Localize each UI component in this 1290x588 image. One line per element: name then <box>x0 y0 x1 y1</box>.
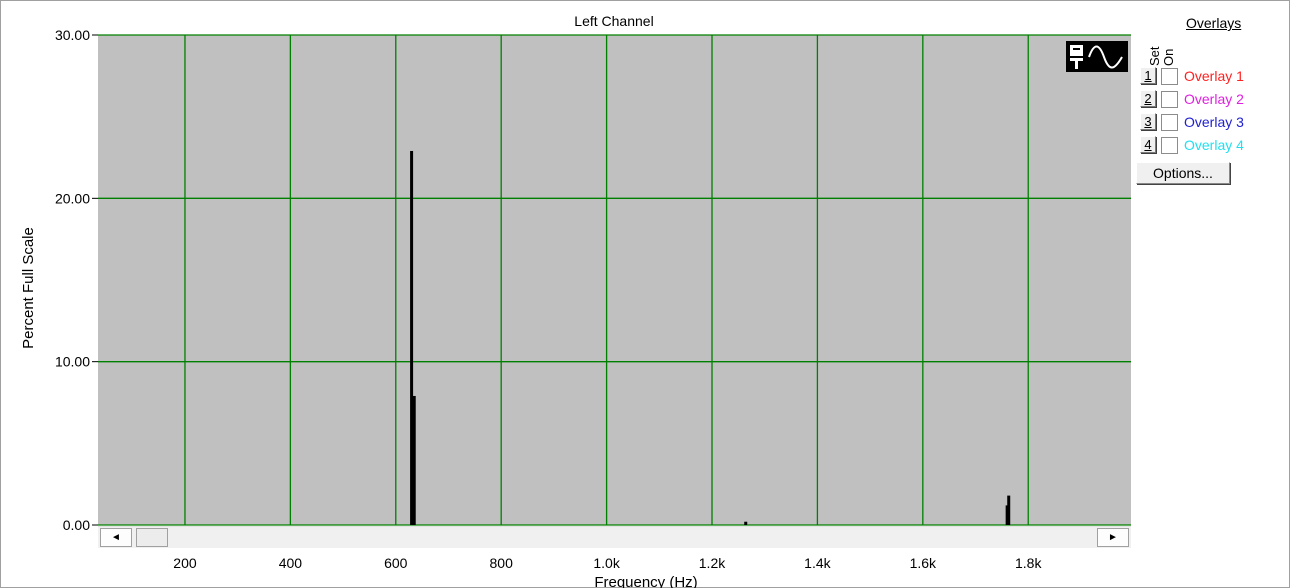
overlay-label-3: Overlay 3 <box>1184 114 1244 130</box>
overlay-checkbox-1[interactable] <box>1161 68 1178 85</box>
overlay-row-3: 3 Overlay 3 <box>1140 113 1280 133</box>
spectrum-time-icon[interactable] <box>1066 41 1128 72</box>
scroll-right-button[interactable]: ► <box>1097 528 1129 547</box>
overlays-columns: Set On <box>1147 24 1187 66</box>
x-tick-label: 1.2k <box>699 555 726 571</box>
overlay-set-button-3[interactable]: 3 <box>1140 113 1156 130</box>
overlay-row-2: 2 Overlay 2 <box>1140 90 1280 110</box>
arrow-left-icon: ◄ <box>111 532 121 543</box>
on-column-header: On <box>1161 49 1176 66</box>
overlay-label-1: Overlay 1 <box>1184 68 1244 84</box>
scroll-left-button[interactable]: ◄ <box>100 528 132 547</box>
overlay-label-2: Overlay 2 <box>1184 91 1244 107</box>
x-tick-label: 400 <box>279 555 303 571</box>
x-tick-label: 600 <box>384 555 408 571</box>
chart-title: Left Channel <box>574 13 653 29</box>
horizontal-scrollbar[interactable]: ◄ ► <box>98 526 1131 548</box>
overlay-set-button-1[interactable]: 1 <box>1140 67 1156 84</box>
overlay-checkbox-4[interactable] <box>1161 137 1178 154</box>
spectrum-bar <box>744 521 748 525</box>
y-tick-label: 10.00 <box>55 354 90 370</box>
spectrum-bar <box>1007 495 1011 525</box>
x-tick-label: 1.8k <box>1015 555 1042 571</box>
y-tick-label: 30.00 <box>55 27 90 43</box>
spectrum-bar <box>1005 505 1009 525</box>
scrollbar-thumb[interactable] <box>136 528 168 547</box>
y-tick-label: 0.00 <box>63 517 90 533</box>
overlays-panel: Overlays Set On 1 Overlay 1 2 Overlay 2 … <box>1134 10 1284 210</box>
arrow-right-icon: ► <box>1108 532 1118 543</box>
overlay-checkbox-3[interactable] <box>1161 114 1178 131</box>
overlay-set-button-2[interactable]: 2 <box>1140 90 1156 107</box>
set-column-header: Set <box>1147 46 1162 66</box>
x-axis-label: Frequency (Hz) <box>594 574 697 588</box>
overlay-set-button-4[interactable]: 4 <box>1140 136 1156 153</box>
plot-area <box>98 35 1131 525</box>
overlays-title: Overlays <box>1186 15 1242 31</box>
overlay-row-1: 1 Overlay 1 <box>1140 67 1280 87</box>
x-tick-label: 1.6k <box>910 555 937 571</box>
overlay-checkbox-2[interactable] <box>1161 91 1178 108</box>
y-axis-label: Percent Full Scale <box>20 227 37 349</box>
overlay-label-4: Overlay 4 <box>1184 137 1244 153</box>
overlay-row-4: 4 Overlay 4 <box>1140 136 1280 156</box>
spectrum-bar <box>410 150 414 525</box>
y-tick-label: 20.00 <box>55 190 90 206</box>
overlay-column-headers: Set On <box>1147 46 1176 66</box>
options-button[interactable]: Options... <box>1136 162 1230 184</box>
x-tick-label: 1.4k <box>804 555 831 571</box>
x-tick-label: 800 <box>490 555 514 571</box>
x-tick-label: 1.0k <box>593 555 620 571</box>
spectrum-bar <box>412 395 416 525</box>
x-tick-label: 200 <box>173 555 197 571</box>
